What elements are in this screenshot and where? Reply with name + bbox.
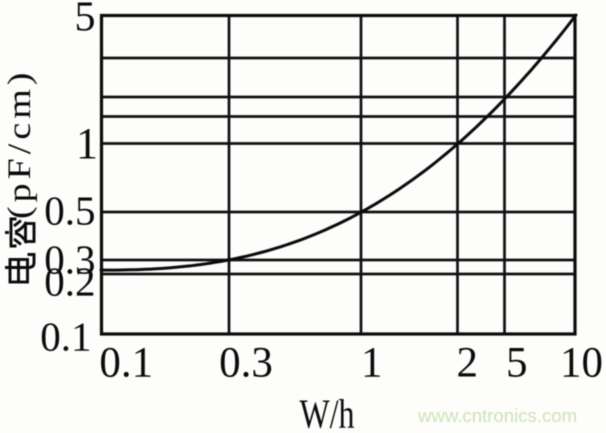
svg-text:5: 5: [506, 340, 528, 387]
svg-text:www.cntronics.com: www.cntronics.com: [417, 405, 577, 426]
svg-text:2: 2: [457, 340, 479, 387]
svg-text:0.5: 0.5: [44, 188, 95, 234]
svg-text:(pF/cm): (pF/cm): [0, 69, 37, 219]
svg-text:0.3: 0.3: [219, 340, 273, 387]
svg-text:0.1: 0.1: [99, 340, 153, 387]
svg-text:10: 10: [560, 340, 603, 387]
svg-text:W/h: W/h: [299, 391, 354, 433]
svg-text:0.2: 0.2: [44, 259, 95, 305]
svg-text:5: 5: [75, 0, 96, 41]
svg-text:1: 1: [76, 119, 98, 168]
svg-text:0.1: 0.1: [40, 314, 91, 360]
svg-text:0.3: 0.3: [44, 237, 95, 283]
svg-text:1: 1: [361, 340, 383, 387]
